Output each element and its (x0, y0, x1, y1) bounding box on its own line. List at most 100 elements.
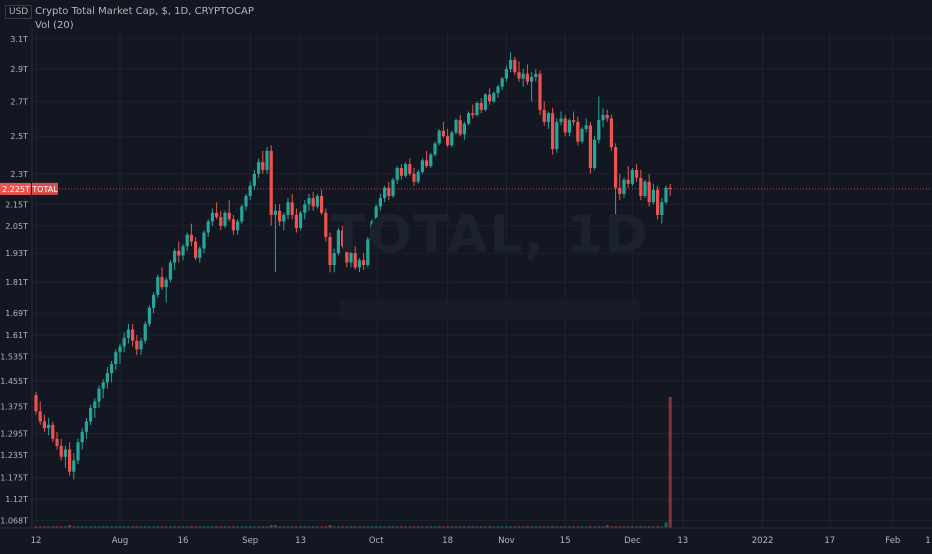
price-tick-label: 1.81T (5, 278, 28, 287)
candle-body (483, 94, 487, 110)
candle-body (576, 121, 580, 142)
candle-body (492, 93, 496, 102)
time-tick-label: Nov (498, 536, 515, 546)
candle-body (320, 195, 324, 213)
candle-body (366, 239, 370, 265)
candle-body (530, 76, 534, 82)
candle-body (471, 113, 475, 115)
candle-body (517, 72, 521, 79)
candle-body (47, 424, 51, 429)
candle-body (521, 73, 525, 79)
price-tick-label: 1.12T (5, 495, 28, 504)
price-tick-label: 2.9T (10, 65, 28, 74)
currency-badge[interactable]: USD (5, 5, 33, 19)
time-tick-label: 17 (824, 536, 835, 546)
candle-body (488, 94, 492, 102)
candle-body (59, 445, 63, 457)
candle-body (105, 373, 109, 383)
candle-body (567, 120, 571, 133)
price-tick-label: 2.15T (5, 200, 28, 209)
candle-body (160, 277, 164, 288)
candle-body (618, 187, 622, 194)
candle-body (504, 69, 508, 79)
candle-body (374, 206, 378, 222)
candle-body (395, 167, 399, 180)
time-tick-label: 13 (295, 536, 306, 546)
price-tick-label: 1.455T (0, 377, 28, 386)
candle-body (227, 212, 231, 220)
candle-body (55, 438, 59, 446)
time-tick-label: Feb (885, 536, 900, 546)
candle-body (173, 250, 177, 263)
candle-body (656, 189, 660, 215)
time-tick-label: 13 (677, 536, 688, 546)
candle-body (219, 217, 223, 226)
candle-body (34, 395, 38, 412)
candle-body (252, 173, 256, 186)
candle-body (93, 401, 97, 409)
candle-body (328, 237, 332, 265)
candle-body (324, 212, 328, 238)
candle-body (563, 118, 567, 133)
candle-body (429, 154, 433, 167)
candle-body (286, 202, 290, 215)
candle-body (437, 130, 441, 144)
candle-body (63, 449, 67, 457)
symbol-label-badge (32, 182, 58, 195)
candle-body (534, 73, 538, 77)
candle-body (425, 160, 429, 167)
candle-body (114, 352, 118, 365)
candle-body (122, 337, 126, 347)
time-tick-label: 2022 (752, 536, 774, 546)
volume-bar (269, 525, 273, 529)
price-tick-label: 1.175T (0, 473, 28, 482)
candle-body (332, 253, 336, 265)
price-axis-panel (0, 28, 32, 528)
candle-body (185, 234, 189, 247)
candle-body (538, 73, 542, 110)
candle-body (349, 253, 353, 263)
candle-body (118, 346, 122, 353)
candle-body (147, 307, 151, 324)
time-tick-label: Dec (624, 536, 641, 546)
candle-body (265, 150, 269, 170)
price-tick-label: 1.068T (0, 517, 28, 526)
volume-bar (664, 522, 668, 529)
candle-body (496, 86, 500, 94)
candle-body (559, 118, 563, 122)
candle-body (420, 160, 424, 172)
candle-body (462, 123, 466, 135)
price-tick-label: 1.375T (0, 402, 28, 411)
candle-body (244, 195, 248, 207)
candle-body (202, 232, 206, 249)
candle-body (614, 147, 618, 188)
time-tick-label: Aug (112, 536, 129, 546)
candle-body (198, 248, 202, 258)
candle-body (353, 253, 357, 268)
volume-bar (68, 525, 72, 529)
time-axis-panel (0, 528, 932, 550)
candle-body (593, 139, 597, 168)
candle-body (513, 59, 517, 73)
candle-body (231, 219, 235, 231)
candle-body (294, 214, 298, 229)
candle-body (404, 164, 408, 176)
time-tick-label: Oct (369, 536, 384, 546)
candle-body (647, 181, 651, 203)
candle-body (660, 202, 664, 215)
candle-body (387, 187, 391, 196)
time-tick-label: 18 (442, 536, 453, 546)
price-tick-label: 1.93T (5, 249, 28, 258)
candle-body (546, 113, 550, 122)
candle-body (555, 121, 559, 149)
candle-body (597, 120, 601, 140)
candle-body (248, 185, 252, 196)
price-tick-label: 1.61T (5, 331, 28, 340)
candle-body (500, 78, 504, 87)
candle-body (630, 169, 634, 184)
candle-body (450, 132, 454, 146)
candle-body (131, 329, 135, 341)
